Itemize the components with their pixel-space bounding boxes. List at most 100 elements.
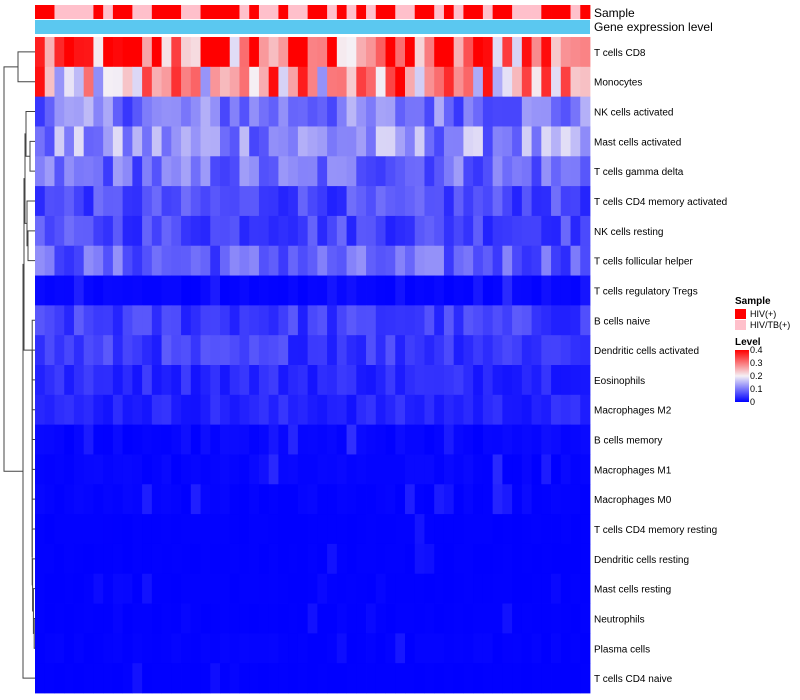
heatmap-cell bbox=[580, 365, 591, 396]
heatmap-cell bbox=[405, 335, 416, 366]
heatmap-cell bbox=[356, 573, 367, 604]
heatmap-cell bbox=[103, 424, 114, 455]
heatmap-cell bbox=[220, 484, 231, 515]
heatmap-cell bbox=[560, 484, 571, 515]
heatmap-cell bbox=[346, 484, 357, 515]
heatmap-cell bbox=[297, 335, 309, 366]
heatmap-cell bbox=[512, 275, 523, 306]
heatmap-cell bbox=[229, 633, 240, 664]
heatmap-cell bbox=[473, 663, 484, 694]
heatmap-cell bbox=[64, 215, 75, 247]
heatmap-cell bbox=[239, 365, 250, 396]
heatmap-cell bbox=[356, 454, 367, 485]
heatmap-cell bbox=[142, 215, 153, 247]
heatmap-cell bbox=[142, 186, 153, 217]
heatmap-cell bbox=[570, 603, 581, 634]
heatmap-cell bbox=[220, 543, 231, 575]
heatmap-cell bbox=[44, 126, 55, 157]
heatmap-cell bbox=[64, 454, 75, 485]
heatmap-cell bbox=[405, 96, 416, 127]
heatmap-cell bbox=[336, 454, 347, 485]
heatmap-cell bbox=[580, 186, 591, 217]
heatmap-cell bbox=[112, 215, 124, 247]
heatmap-cell bbox=[346, 156, 357, 187]
heatmap-cell bbox=[239, 37, 250, 68]
heatmap-cell bbox=[521, 37, 532, 68]
sample-annotation-bar bbox=[35, 5, 591, 19]
sample-annotation-cell bbox=[297, 5, 309, 19]
heatmap-cell bbox=[249, 633, 260, 664]
heatmap-cell bbox=[83, 156, 94, 187]
heatmap-cell bbox=[112, 156, 124, 187]
heatmap-cell bbox=[54, 245, 65, 276]
heatmap-cell bbox=[190, 514, 201, 545]
heatmap-cell bbox=[366, 365, 377, 396]
heatmap-cell bbox=[288, 186, 299, 217]
heatmap-cell bbox=[93, 275, 104, 306]
heatmap-cell bbox=[171, 37, 182, 68]
heatmap-cell bbox=[288, 126, 299, 157]
heatmap-cell bbox=[268, 126, 279, 157]
heatmap-cell bbox=[171, 424, 182, 455]
heatmap-cell bbox=[424, 603, 435, 634]
heatmap-cell bbox=[278, 66, 289, 98]
heatmap-cell bbox=[443, 543, 455, 575]
heatmap-cell bbox=[54, 186, 65, 217]
heatmap-cell bbox=[463, 633, 474, 664]
heatmap-cell bbox=[122, 573, 133, 604]
heatmap-cell bbox=[161, 305, 172, 336]
heatmap-cell bbox=[73, 573, 85, 604]
heatmap-cell bbox=[103, 66, 114, 98]
sample-annotation-cell bbox=[521, 5, 532, 19]
heatmap-cell bbox=[54, 514, 65, 545]
heatmap-cell bbox=[327, 37, 338, 68]
heatmap-cell bbox=[570, 454, 581, 485]
heatmap-cell bbox=[541, 633, 552, 664]
heatmap-cell bbox=[580, 156, 591, 187]
heatmap-cell bbox=[93, 365, 104, 396]
heatmap-cell bbox=[297, 66, 309, 98]
heatmap-cell bbox=[132, 603, 143, 634]
row-label: T cells follicular helper bbox=[594, 257, 693, 268]
heatmap-cell bbox=[414, 66, 425, 98]
heatmap-cell bbox=[171, 543, 182, 575]
heatmap-cell bbox=[551, 603, 562, 634]
heatmap-cell bbox=[473, 573, 484, 604]
heatmap-cell bbox=[132, 454, 143, 485]
heatmap-cell bbox=[258, 96, 270, 127]
heatmap-cell bbox=[463, 156, 474, 187]
heatmap-cell bbox=[512, 365, 523, 396]
heatmap-cell bbox=[551, 96, 562, 127]
heatmap-cell bbox=[366, 335, 377, 366]
heatmap-cell bbox=[64, 126, 75, 157]
heatmap-cell bbox=[200, 275, 211, 306]
heatmap-cell bbox=[327, 543, 338, 575]
heatmap-cell bbox=[93, 663, 104, 694]
heatmap-cell bbox=[278, 126, 289, 157]
heatmap-cell bbox=[93, 633, 104, 664]
heatmap-cell bbox=[317, 514, 328, 545]
heatmap-cell bbox=[434, 573, 445, 604]
heatmap-cell bbox=[541, 335, 552, 366]
sample-annotation-cell bbox=[502, 5, 513, 19]
heatmap-cell bbox=[356, 394, 367, 426]
heatmap-cell bbox=[424, 454, 435, 485]
heatmap-cell bbox=[190, 186, 201, 217]
heatmap-cell bbox=[239, 186, 250, 217]
heatmap-cell bbox=[541, 66, 552, 98]
heatmap-cell bbox=[336, 603, 347, 634]
sample-annotation-label: Sample bbox=[594, 6, 635, 20]
heatmap-cell bbox=[44, 573, 55, 604]
heatmap-cell bbox=[73, 424, 85, 455]
heatmap-cell bbox=[531, 454, 542, 485]
heatmap-cell bbox=[580, 66, 591, 98]
heatmap-cell bbox=[453, 66, 464, 98]
heatmap-cell bbox=[112, 37, 124, 68]
heatmap-cell bbox=[103, 663, 114, 694]
heatmap-cell bbox=[249, 126, 260, 157]
heatmap-cell bbox=[531, 514, 542, 545]
heatmap-cell bbox=[385, 126, 396, 157]
heatmap-cell bbox=[54, 335, 65, 366]
heatmap-cell bbox=[414, 573, 425, 604]
heatmap-cell bbox=[317, 275, 328, 306]
